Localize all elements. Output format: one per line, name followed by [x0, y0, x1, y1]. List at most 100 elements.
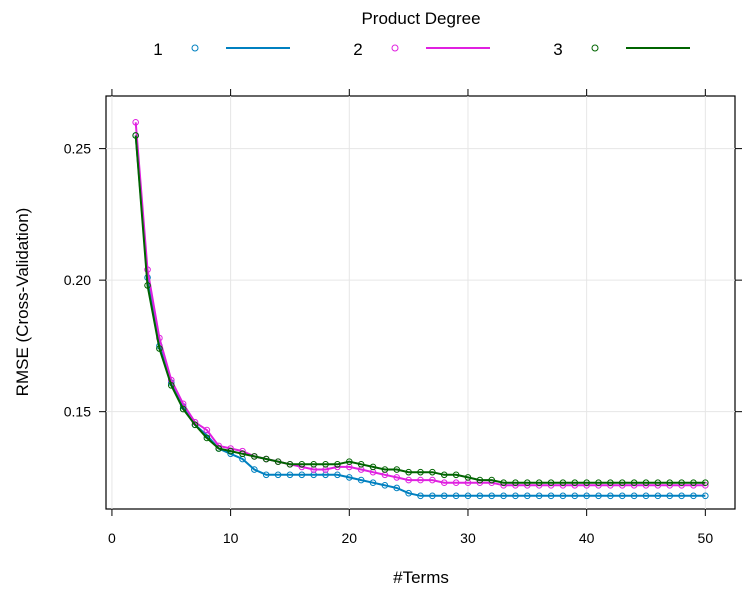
- data-point: [642, 492, 650, 500]
- data-point: [179, 405, 187, 413]
- data-point: [642, 479, 650, 486]
- data-point: [702, 492, 709, 500]
- data-point: [298, 460, 306, 468]
- data-point: [357, 476, 365, 484]
- data-point: [369, 463, 377, 471]
- data-point: [132, 132, 139, 139]
- data-point: [524, 479, 531, 486]
- y-axis-title: RMSE (Cross-Validation): [13, 208, 32, 397]
- x-tick-label: 10: [223, 530, 239, 546]
- series-layer: [132, 119, 709, 500]
- data-point: [440, 492, 448, 500]
- data-point: [405, 476, 412, 484]
- data-point: [405, 468, 412, 476]
- legend-title: Product Degree: [361, 9, 480, 28]
- x-tick-label: 0: [108, 530, 116, 546]
- data-point: [369, 479, 377, 486]
- data-point: [666, 492, 674, 500]
- data-point: [429, 492, 436, 500]
- data-point: [144, 266, 151, 273]
- data-point: [666, 479, 674, 486]
- data-point: [203, 434, 211, 442]
- data-point: [618, 492, 626, 500]
- data-point: [452, 471, 460, 479]
- data-point: [464, 474, 472, 481]
- data-point: [559, 479, 567, 486]
- series-line-1: [134, 135, 706, 497]
- data-point: [476, 476, 484, 484]
- data-point: [500, 479, 507, 486]
- data-point: [429, 468, 436, 476]
- data-point: [524, 492, 531, 500]
- data-point: [654, 479, 662, 486]
- data-point: [595, 479, 602, 486]
- legend: Product Degree 1 2 3: [153, 9, 690, 59]
- data-point: [239, 450, 246, 458]
- y-tick-label: 0.25: [64, 141, 91, 157]
- data-point: [512, 479, 519, 486]
- data-point: [702, 479, 709, 486]
- y-tick-label: 0.20: [64, 272, 91, 288]
- data-point: [618, 479, 626, 486]
- data-point: [630, 479, 638, 486]
- grid: [106, 96, 735, 509]
- series-line-3: [134, 135, 706, 484]
- legend-marker-1: [191, 44, 199, 52]
- data-point: [156, 345, 163, 352]
- data-point: [595, 492, 602, 500]
- data-point: [298, 471, 306, 479]
- data-point: [512, 492, 519, 500]
- data-point: [452, 479, 460, 486]
- data-point: [559, 492, 567, 500]
- legend-label-2: 2: [353, 40, 362, 59]
- data-point: [251, 466, 258, 473]
- data-point: [547, 492, 555, 500]
- data-point: [322, 460, 329, 468]
- data-point: [440, 471, 448, 479]
- data-point: [678, 479, 685, 486]
- data-point: [571, 492, 579, 500]
- legend-marker-2: [391, 44, 399, 52]
- data-point: [393, 466, 401, 473]
- data-point: [690, 492, 697, 500]
- x-tick-label: 50: [698, 530, 714, 546]
- data-point: [630, 492, 638, 500]
- data-point: [286, 471, 294, 479]
- data-point: [571, 479, 579, 486]
- data-point: [476, 492, 484, 500]
- data-point: [167, 382, 175, 389]
- data-point: [607, 492, 614, 500]
- data-point: [678, 492, 685, 500]
- legend-label-3: 3: [553, 40, 562, 59]
- data-point: [488, 492, 496, 500]
- data-point: [417, 468, 424, 476]
- axis-ticks: 0 10 20 30 40 50 0.15 0.20 0.25: [64, 89, 742, 546]
- data-point: [227, 447, 234, 455]
- data-point: [690, 479, 697, 486]
- data-point: [191, 421, 199, 429]
- data-point: [535, 479, 543, 486]
- data-point: [654, 492, 662, 500]
- data-point: [274, 458, 282, 465]
- data-point: [203, 426, 211, 434]
- data-point: [215, 445, 223, 452]
- data-point: [262, 471, 270, 479]
- data-point: [500, 492, 507, 500]
- data-point: [286, 460, 294, 468]
- x-tick-label: 30: [460, 530, 476, 546]
- data-point: [381, 482, 389, 489]
- data-point: [334, 460, 341, 468]
- data-point: [547, 479, 555, 486]
- data-point: [535, 492, 543, 500]
- data-point: [452, 492, 460, 500]
- data-point: [274, 471, 282, 479]
- data-point: [144, 282, 151, 289]
- data-point: [262, 455, 270, 463]
- data-point: [607, 479, 614, 486]
- data-point: [393, 474, 401, 481]
- data-point: [464, 492, 472, 500]
- data-point: [702, 482, 709, 489]
- data-point: [334, 471, 341, 479]
- x-tick-label: 40: [579, 530, 595, 546]
